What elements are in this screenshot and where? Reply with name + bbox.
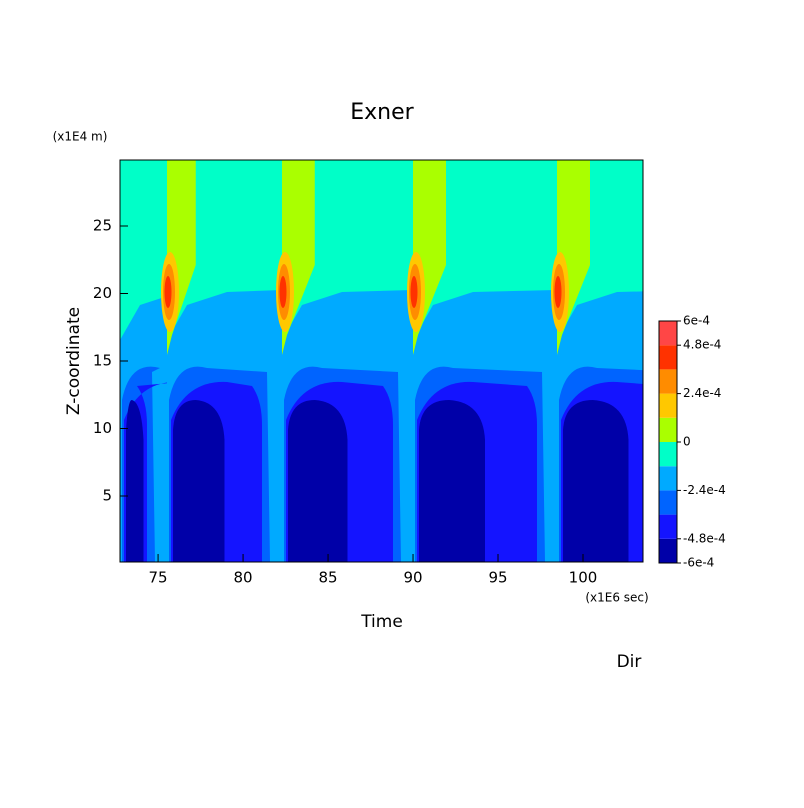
colorbar-tick-label: -2.4e-4 xyxy=(683,483,726,497)
colorbar-band xyxy=(659,345,677,370)
y-tick-label: 5 xyxy=(102,486,112,504)
colorbar-tick-label: -6e-4 xyxy=(683,556,714,570)
chart-title: Exner xyxy=(350,100,414,125)
colorbar-tick-label: -4.8e-4 xyxy=(683,531,726,545)
y-unit: (x1E4 m) xyxy=(53,130,108,144)
x-tick-label: 85 xyxy=(318,569,337,587)
colorbar-band xyxy=(659,466,677,491)
colorbar-band xyxy=(659,490,677,515)
colorbar-band xyxy=(659,417,677,442)
y-tick-label: 25 xyxy=(93,217,112,235)
y-axis-label: Z-coordinate xyxy=(64,307,84,415)
colorbar-tick-label: 0 xyxy=(683,435,691,449)
colorbar-band xyxy=(659,514,677,539)
colorbar-tick-label: 2.4e-4 xyxy=(683,386,721,400)
x-axis-label: Time xyxy=(360,612,403,632)
contour-region xyxy=(419,400,485,562)
x-unit: (x1E6 sec) xyxy=(585,591,648,605)
colorbar-band xyxy=(659,393,677,418)
x-tick-label: 75 xyxy=(149,569,168,587)
colorbar-band xyxy=(659,538,677,563)
contour-area xyxy=(120,160,643,562)
y-tick-label: 10 xyxy=(93,419,112,437)
contour-region xyxy=(410,276,418,308)
y-tick-label: 20 xyxy=(93,284,112,302)
x-tick-label: 80 xyxy=(234,569,253,587)
colorbar-band xyxy=(659,442,677,467)
extra-label: Dir xyxy=(617,652,642,672)
contour-region xyxy=(164,276,172,308)
contour-region xyxy=(279,276,287,308)
x-tick-label: 100 xyxy=(569,569,598,587)
x-tick-label: 95 xyxy=(488,569,507,587)
contour-region xyxy=(288,400,348,562)
colorbar-band xyxy=(659,369,677,394)
contour-region xyxy=(126,400,144,562)
x-tick-label: 90 xyxy=(403,569,422,587)
colorbar-tick-label: 6e-4 xyxy=(683,314,710,328)
contour-region xyxy=(563,400,629,562)
colorbar-tick-label: 4.8e-4 xyxy=(683,338,721,352)
contour-region xyxy=(554,276,562,308)
colorbar-band xyxy=(659,321,677,346)
y-tick-label: 15 xyxy=(93,352,112,370)
contour-region xyxy=(173,400,225,562)
